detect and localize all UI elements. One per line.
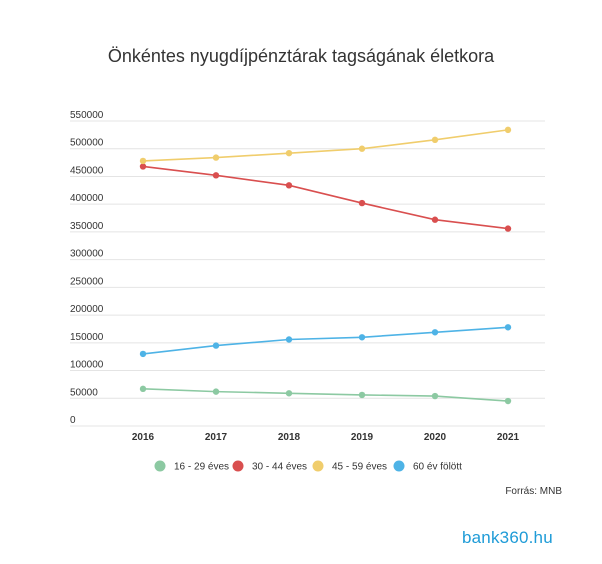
chart-title: Önkéntes nyugdíjpénztárak tagságának éle… xyxy=(107,46,495,66)
series-line xyxy=(142,129,509,162)
y-tick-label: 100000 xyxy=(70,360,104,371)
x-tick-label: 2017 xyxy=(205,432,228,443)
y-tick-label: 50000 xyxy=(70,387,98,398)
data-point xyxy=(285,182,293,189)
data-point xyxy=(139,163,147,170)
legend-marker xyxy=(154,460,166,472)
y-tick-label: 300000 xyxy=(70,249,104,260)
data-point xyxy=(212,388,220,395)
y-tick-label: 350000 xyxy=(70,221,104,232)
y-tick-label: 450000 xyxy=(70,165,104,176)
legend-label: 30 - 44 éves xyxy=(252,462,307,473)
data-point xyxy=(139,350,147,358)
data-point xyxy=(212,342,220,349)
legend-marker xyxy=(393,460,405,472)
data-point xyxy=(431,392,439,400)
data-point xyxy=(139,157,147,165)
data-point xyxy=(358,145,366,152)
data-point xyxy=(285,336,293,343)
data-point xyxy=(139,385,147,393)
series-line xyxy=(142,388,509,402)
data-point xyxy=(431,216,439,223)
legend-marker xyxy=(232,460,244,472)
legend-marker xyxy=(312,460,324,472)
y-tick-label: 150000 xyxy=(70,332,104,343)
series-lines xyxy=(139,126,512,405)
legend: 16 - 29 éves 30 - 44 éves 45 - 59 éves 60 é… xyxy=(154,460,462,473)
y-tick-label: 250000 xyxy=(70,276,104,287)
data-point xyxy=(431,329,439,336)
x-tick-label: 2020 xyxy=(424,432,447,443)
data-point xyxy=(504,225,512,232)
series-line xyxy=(142,165,509,230)
data-point xyxy=(285,390,293,397)
x-tick-label: 2016 xyxy=(132,432,155,443)
data-point xyxy=(504,397,512,405)
data-point xyxy=(358,199,366,207)
data-point xyxy=(504,324,512,331)
x-tick-label: 2018 xyxy=(278,432,301,443)
data-point xyxy=(431,136,439,144)
data-point xyxy=(504,126,512,134)
y-tick-label: 200000 xyxy=(70,304,104,315)
y-tick-label: 400000 xyxy=(70,193,104,204)
bank360-logo[interactable]: bank360.hu xyxy=(462,528,553,547)
data-point xyxy=(285,149,293,157)
legend-label: 60 év fölött xyxy=(413,462,462,473)
source-note: Forrás: MNB xyxy=(505,486,562,497)
series-line xyxy=(142,326,509,355)
x-tick-label: 2021 xyxy=(497,432,520,443)
y-axis-ticks: 5500005000004500004000003500003000002500… xyxy=(70,110,104,426)
legend-label: 45 - 59 éves xyxy=(332,462,387,473)
y-tick-label: 550000 xyxy=(70,110,104,121)
x-tick-label: 2019 xyxy=(351,432,374,443)
data-point xyxy=(212,154,220,161)
data-point xyxy=(358,334,366,341)
x-axis-ticks: 2016 2017 2018 2019 2020 2021 xyxy=(132,432,520,443)
data-point xyxy=(358,391,366,399)
y-tick-label: 0 xyxy=(70,415,76,426)
legend-label: 16 - 29 éves xyxy=(174,462,229,473)
y-tick-label: 500000 xyxy=(70,138,104,149)
data-point xyxy=(212,172,220,179)
